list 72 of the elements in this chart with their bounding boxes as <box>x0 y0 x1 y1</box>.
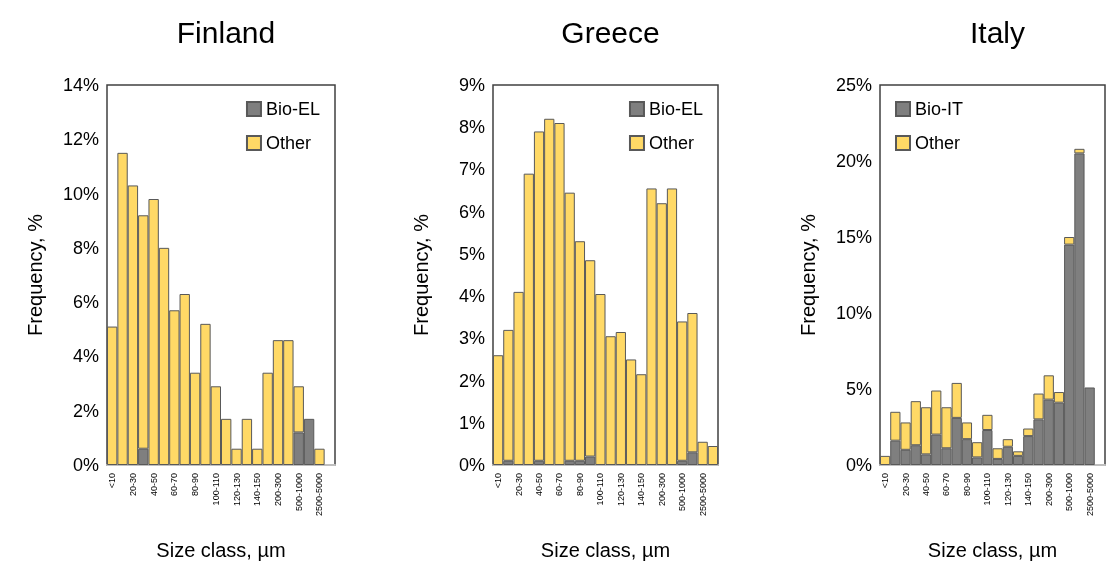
y-tick-label: 10% <box>835 303 872 323</box>
y-tick-label: 6% <box>458 201 485 222</box>
y-tick-label: 2% <box>72 400 99 421</box>
x-tick-label: 80-90 <box>574 473 585 497</box>
x-tick-label: 60-70 <box>941 473 952 497</box>
x-tick-label: 120-130 <box>1002 473 1013 507</box>
y-tick-label: 3% <box>458 328 485 349</box>
x-tick-label: 2500-5000 <box>314 473 325 517</box>
x-tick-label: 140-150 <box>636 473 647 507</box>
x-tick-label: 60-70 <box>169 473 180 497</box>
x-tick-label: 80-90 <box>961 473 972 497</box>
x-tick-label: <10 <box>493 473 504 489</box>
x-tick-label: 100-110 <box>210 473 221 506</box>
y-tick-label: 1% <box>458 412 485 433</box>
x-tick-label: 500-1000 <box>677 473 688 512</box>
y-tick-label: 5% <box>458 243 485 264</box>
y-tick-label: 10% <box>62 183 99 204</box>
x-axis-title: Size class, µm <box>540 539 671 561</box>
y-tick-label: 0% <box>72 455 99 475</box>
x-tick-label: 2500-5000 <box>697 473 708 517</box>
x-tick-label: 20-30 <box>513 473 524 497</box>
x-tick-label: 40-50 <box>534 473 545 497</box>
y-axis-title: Frequency, % <box>797 213 819 336</box>
x-tick-label: <10 <box>880 473 891 489</box>
x-tick-label: 500-1000 <box>293 473 304 512</box>
y-tick-label: 4% <box>458 286 485 307</box>
chart-title: Finland <box>176 15 276 49</box>
y-tick-label: 0% <box>845 455 872 475</box>
y-tick-label: 15% <box>835 227 872 247</box>
legend-label: Bio-EL <box>265 99 320 119</box>
x-tick-label: 200-300 <box>273 473 283 507</box>
x-tick-label: 120-130 <box>615 473 626 507</box>
y-axis-title: Frequency, % <box>410 213 432 336</box>
x-tick-label: 20-30 <box>900 473 911 497</box>
x-tick-label: 40-50 <box>148 473 159 497</box>
x-tick-label: 120-130 <box>231 473 242 507</box>
legend-label: Bio-EL <box>648 99 703 119</box>
x-tick-label: 140-150 <box>252 473 263 507</box>
y-tick-label: 0% <box>458 455 485 475</box>
y-tick-label: 7% <box>458 159 485 180</box>
legend-label: Other <box>915 133 961 153</box>
chart-title: Italy <box>969 15 1026 49</box>
y-tick-label: 14% <box>62 75 99 95</box>
x-tick-label: 200-300 <box>1043 473 1054 507</box>
legend-label: Bio-IT <box>915 99 964 119</box>
x-tick-label: 200-300 <box>656 473 667 507</box>
y-tick-label: 2% <box>458 370 485 391</box>
y-tick-label: 12% <box>62 129 99 150</box>
x-tick-label: 20-30 <box>127 473 138 497</box>
x-tick-label: 2500-5000 <box>1084 473 1095 517</box>
y-tick-label: 4% <box>72 346 99 367</box>
x-tick-label: 500-1000 <box>1064 473 1075 512</box>
y-tick-label: 20% <box>835 151 872 171</box>
x-tick-label: <10 <box>107 473 118 489</box>
x-tick-label: 60-70 <box>554 473 565 497</box>
y-tick-label: 6% <box>72 292 99 313</box>
x-axis-title: Size class, µm <box>927 539 1058 561</box>
legend-label: Other <box>648 133 694 153</box>
legend-label: Other <box>265 133 311 153</box>
x-tick-label: 100-110 <box>982 473 993 506</box>
y-axis-title: Frequency, % <box>24 213 46 336</box>
chart-title: Greece <box>561 15 660 49</box>
x-tick-label: 80-90 <box>190 473 201 497</box>
y-tick-label: 25% <box>835 75 872 95</box>
y-tick-label: 8% <box>72 237 99 258</box>
y-tick-label: 9% <box>458 75 485 95</box>
x-tick-label: 140-150 <box>1023 473 1034 507</box>
x-tick-label: 40-50 <box>921 473 932 497</box>
y-tick-label: 5% <box>845 379 872 399</box>
x-tick-label: 100-110 <box>595 473 606 506</box>
y-tick-label: 8% <box>458 117 485 138</box>
x-axis-title: Size class, µm <box>156 539 286 561</box>
